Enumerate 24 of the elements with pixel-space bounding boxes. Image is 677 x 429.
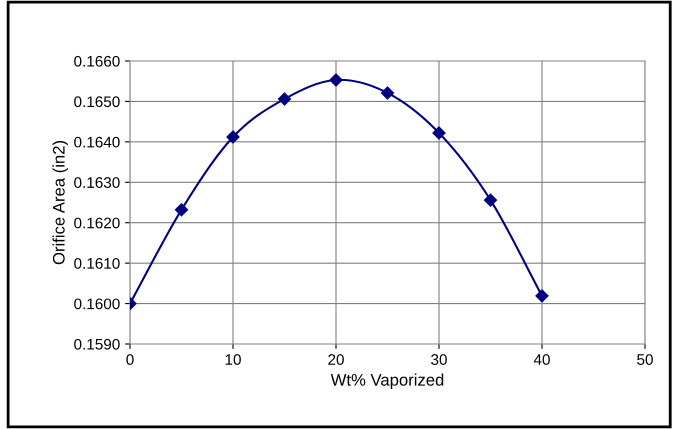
y-tick-label: 0.1660 xyxy=(74,56,120,67)
x-tick-label: 50 xyxy=(637,354,653,365)
point xyxy=(432,126,446,140)
point xyxy=(174,203,188,216)
y-tick-label: 0.1650 xyxy=(74,96,120,108)
y-tick-label: 0.1620 xyxy=(74,218,120,228)
y-tick-label: 0.1600 xyxy=(74,298,120,310)
x-tick-label: 30 xyxy=(431,354,447,365)
point xyxy=(226,130,240,144)
y-tick-label: 0.1590 xyxy=(74,338,120,350)
point xyxy=(535,289,549,302)
x-tick-label: 0 xyxy=(126,354,134,365)
y-tick-label: 0.1610 xyxy=(74,258,120,269)
point xyxy=(484,193,498,207)
y-tick-label: 0.1640 xyxy=(74,136,120,148)
y-tick-label: 0.1630 xyxy=(74,177,120,188)
point xyxy=(278,92,292,106)
y-axis-title: Orifice Area (in2) xyxy=(52,141,68,264)
x-tick-label: 10 xyxy=(226,354,241,365)
point xyxy=(380,86,394,100)
x-tick-label: 20 xyxy=(328,354,344,365)
point xyxy=(329,73,343,87)
x-tick-label: 40 xyxy=(534,354,550,365)
x-axis-title: Wt% Vaporized xyxy=(330,374,444,390)
